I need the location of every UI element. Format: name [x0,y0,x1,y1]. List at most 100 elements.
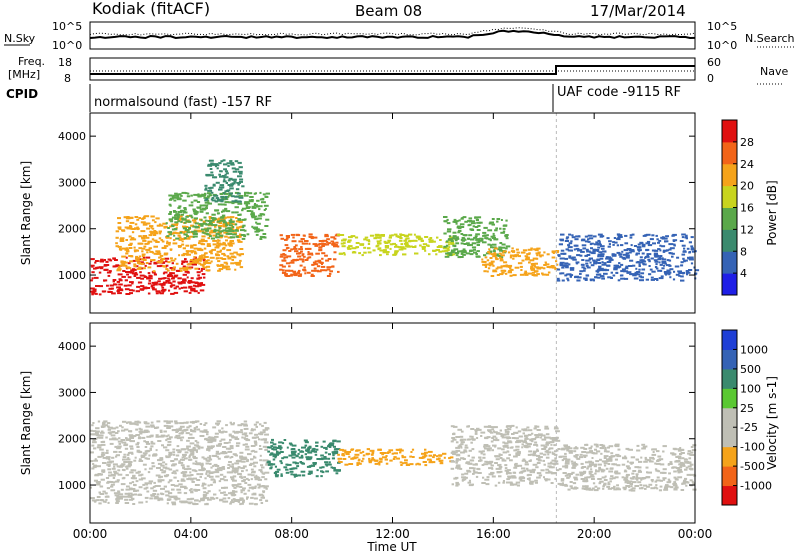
velocity-cell [453,425,458,428]
velocity-cell [229,447,234,450]
power-cell [477,241,481,244]
power-cell [499,273,504,276]
velocity-cell [214,435,219,438]
velocity-cell [622,457,626,460]
power-cell [343,242,346,245]
velocity-cell [245,460,249,463]
velocity-cell [651,480,654,483]
velocity-cell [130,440,135,443]
velocity-cell [155,434,159,437]
velocity-cell [506,436,511,439]
velocity-cell [675,467,681,469]
power-cell [121,260,126,263]
power-cell [230,216,235,219]
power-cell [592,235,597,238]
power-cell [509,254,515,257]
velocity-cell [493,431,498,434]
power-cell [161,277,165,280]
velocity-cell [249,462,255,465]
power-cell [217,217,221,220]
velocity-cell [141,477,146,480]
power-cell [185,215,189,218]
velocity-cell [680,448,684,451]
velocity-cell [111,430,116,433]
velocity-cell [540,469,545,472]
velocity-cell [625,473,630,476]
power-cell [230,236,236,239]
power-cell [603,272,608,275]
velocity-cell [656,487,659,490]
velocity-cell [514,437,519,440]
power-cell [560,233,565,236]
power-cell [633,277,639,280]
power-cell [333,258,337,261]
power-cell [140,221,146,224]
velocity-cell [255,476,260,479]
velocity-cell [544,478,548,481]
power-cell [225,172,229,175]
power-cell [557,254,561,257]
power-cell [241,237,246,240]
velocity-cell [144,496,149,499]
velocity-cell [643,487,647,490]
velocity-cell [605,467,609,470]
velocity-cell [649,456,654,459]
power-cell [490,246,493,249]
power-cell [487,243,491,246]
power-cell [688,269,693,271]
velocity-cell [670,486,674,489]
power-cell [135,273,139,276]
power-cell [183,207,187,209]
velocity-cell [358,462,362,465]
velocity-cell [389,459,393,462]
power-cell [476,229,481,231]
velocity-cell [215,497,219,500]
power-cell [162,281,168,284]
velocity-cell [211,454,217,457]
power-cell [95,266,100,269]
velocity-cell [138,436,141,439]
velocity-cell [274,465,277,468]
power-cell [170,257,173,260]
power-cell [394,245,399,248]
velocity-cell [460,443,464,446]
power-cell [176,193,180,196]
velocity-cell [590,473,594,476]
velocity-cell [189,428,193,431]
power-cell [683,247,686,250]
power-cell [556,279,561,282]
power-cell [629,273,632,276]
velocity-colorbar-swatch [722,466,737,487]
velocity-cell [640,456,643,459]
velocity-cell [101,455,104,458]
power-cell [522,249,528,252]
power-cell [186,251,189,254]
power-data-layer [90,113,700,313]
power-cell [546,253,550,256]
power-cell [487,251,491,254]
velocity-cell [388,449,394,452]
power-cell [194,285,200,288]
velocity-cell [285,471,290,474]
power-cell [91,291,96,294]
velocity-cell [186,498,190,501]
velocity-cell [164,490,170,493]
velocity-cell [208,474,211,477]
power-cell [536,247,541,250]
velocity-cell [457,445,463,448]
power-cell [112,280,115,283]
power-cell [465,242,470,245]
velocity-cell [513,455,518,458]
power-cell [579,272,582,275]
velocity-cell [291,451,296,453]
power-cell [526,253,531,256]
power-cell [307,251,310,253]
velocity-cell [281,442,285,445]
velocity-cell [478,456,482,459]
velocity-cell [590,445,593,448]
power-cell [445,247,450,250]
velocity-cell [93,459,98,462]
velocity-cell [572,464,577,467]
velocity-cell [230,478,235,481]
velocity-cell [215,475,220,478]
